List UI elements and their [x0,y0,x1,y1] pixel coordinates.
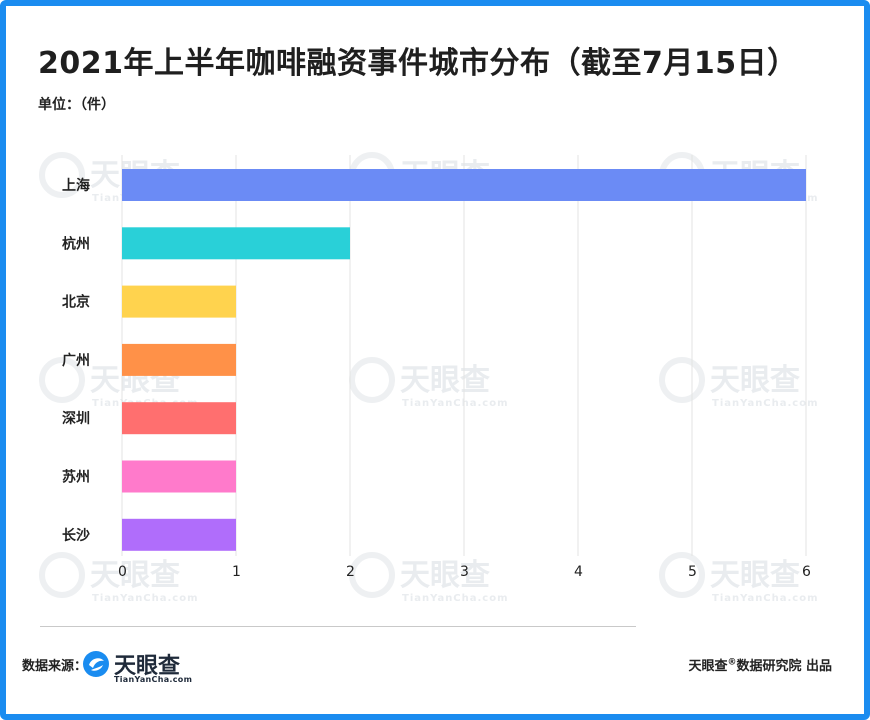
category-label: 深圳 [62,410,90,427]
tianyancha-logo-icon [83,651,109,677]
watermark-logo-icon [659,357,705,403]
x-tick-label: 2 [346,564,355,580]
watermark-sub: TianYanCha.com [402,398,509,409]
watermark-logo-icon [39,552,85,598]
category-label: 北京 [62,294,90,311]
category-label: 广州 [62,352,90,369]
bar-杭州 [122,227,350,260]
bar-苏州 [122,460,236,493]
x-tick-label: 0 [118,564,127,580]
watermark-sub: TianYanCha.com [712,398,819,409]
watermark-name: 天眼查 [90,558,180,593]
watermark-name: 天眼查 [710,558,800,593]
bar-上海 [122,169,806,201]
source-logo: 天眼查 TianYanCha.com [82,646,202,686]
logo-sub: TianYanCha.com [114,675,193,684]
x-tick-label: 3 [460,564,469,580]
registered-icon: ® [727,657,737,668]
category-label: 长沙 [62,527,90,544]
tick-labels: 0 1 2 3 4 5 6 [118,564,811,580]
watermark-logo-icon [39,357,85,403]
publisher-rest: 数据研究院 出品 [736,659,832,674]
publisher-credit: 天眼查®数据研究院 出品 [688,655,832,674]
watermark-logo-icon [349,357,395,403]
category-label: 上海 [62,177,90,194]
category-label: 苏州 [62,469,90,486]
source-label: 数据来源： [22,659,88,674]
x-tick-label: 4 [574,564,583,580]
bars-layer [122,169,806,551]
bar-长沙 [122,518,236,551]
x-tick-label: 6 [802,564,811,580]
watermark-sub: TianYanCha.com [712,593,819,604]
watermark-logo-icon [659,552,705,598]
chart-title: 2021年上半年咖啡融资事件城市分布（截至7月15日） [38,46,798,81]
grid-lines [121,155,807,556]
logo-name: 天眼查 [114,654,181,679]
watermark-name: 天眼查 [400,558,490,593]
bar-北京 [122,285,236,318]
watermark-logo-icon [349,552,395,598]
bar-广州 [122,343,236,376]
publisher-brand: 天眼查 [688,659,728,674]
footer-divider [40,626,636,627]
unit-label: 单位：（件） [38,97,115,113]
watermark-name: 天眼查 [400,363,490,398]
category-label: 杭州 [62,235,90,252]
x-tick-label: 5 [688,564,697,580]
watermark-name: 天眼查 [710,363,800,398]
bar-深圳 [122,402,236,435]
watermark-sub: TianYanCha.com [92,593,199,604]
watermark-logo-icon [39,152,85,198]
x-tick-label: 1 [232,564,241,580]
watermark-sub: TianYanCha.com [402,593,509,604]
